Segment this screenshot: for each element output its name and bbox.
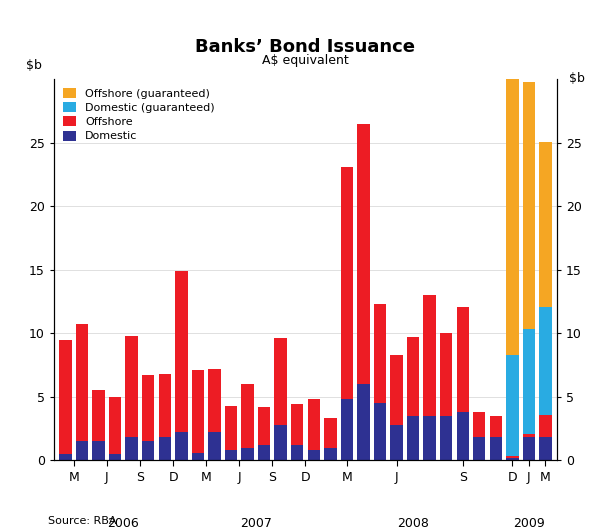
Bar (109, 397, 122, 454)
Bar (506, 355, 519, 457)
Bar (92, 441, 105, 460)
Text: Source: RBA: Source: RBA (48, 516, 116, 526)
Bar (225, 450, 237, 460)
Bar (523, 82, 535, 330)
Bar (539, 142, 552, 307)
Bar (391, 425, 403, 460)
Bar (407, 337, 419, 416)
Bar (324, 418, 337, 448)
Bar (241, 384, 254, 448)
Bar (473, 437, 485, 460)
Bar (374, 403, 386, 460)
Bar (192, 453, 204, 460)
Bar (142, 375, 155, 441)
Text: 2008: 2008 (397, 517, 429, 529)
Bar (523, 437, 535, 460)
Bar (423, 416, 436, 460)
Bar (341, 167, 353, 399)
Title: Banks’ Bond Issuance: Banks’ Bond Issuance (195, 38, 416, 56)
Bar (307, 450, 320, 460)
Bar (142, 441, 155, 460)
Bar (539, 307, 552, 415)
Bar (76, 441, 88, 460)
Bar (391, 355, 403, 425)
Bar (291, 404, 304, 445)
Bar (175, 271, 187, 432)
Bar (539, 437, 552, 460)
Bar (506, 57, 519, 355)
Text: 2009: 2009 (513, 517, 545, 529)
Bar (59, 340, 72, 454)
Bar (523, 330, 535, 434)
Bar (506, 457, 519, 458)
Bar (307, 399, 320, 450)
Bar (456, 412, 469, 460)
Bar (374, 304, 386, 403)
Bar (258, 445, 270, 460)
Bar (175, 432, 187, 460)
Bar (59, 454, 72, 460)
Bar (92, 390, 105, 441)
Bar (208, 432, 220, 460)
Bar (523, 434, 535, 437)
Bar (341, 399, 353, 460)
Bar (109, 454, 122, 460)
Bar (126, 437, 138, 460)
Bar (456, 307, 469, 412)
Bar (539, 415, 552, 437)
Bar (159, 374, 171, 437)
Text: 2007: 2007 (240, 517, 272, 529)
Bar (357, 124, 370, 384)
Bar (423, 295, 436, 416)
Bar (274, 339, 287, 425)
Bar (357, 384, 370, 460)
Bar (506, 458, 519, 460)
Y-axis label: $b: $b (26, 59, 42, 72)
Bar (291, 445, 304, 460)
Text: 2006: 2006 (108, 517, 140, 529)
Bar (440, 416, 452, 460)
Bar (324, 448, 337, 460)
Bar (159, 437, 171, 460)
Bar (489, 416, 502, 437)
Bar (274, 425, 287, 460)
Bar (241, 448, 254, 460)
Y-axis label: $b: $b (569, 72, 585, 85)
Bar (126, 336, 138, 437)
Bar (440, 333, 452, 416)
Bar (258, 407, 270, 445)
Legend: Offshore (guaranteed), Domestic (guaranteed), Offshore, Domestic: Offshore (guaranteed), Domestic (guarant… (59, 85, 218, 145)
Bar (489, 437, 502, 460)
Bar (76, 324, 88, 441)
Bar (473, 412, 485, 437)
Text: A$ equivalent: A$ equivalent (262, 54, 349, 67)
Bar (192, 370, 204, 453)
Bar (208, 369, 220, 432)
Bar (407, 416, 419, 460)
Bar (225, 406, 237, 450)
